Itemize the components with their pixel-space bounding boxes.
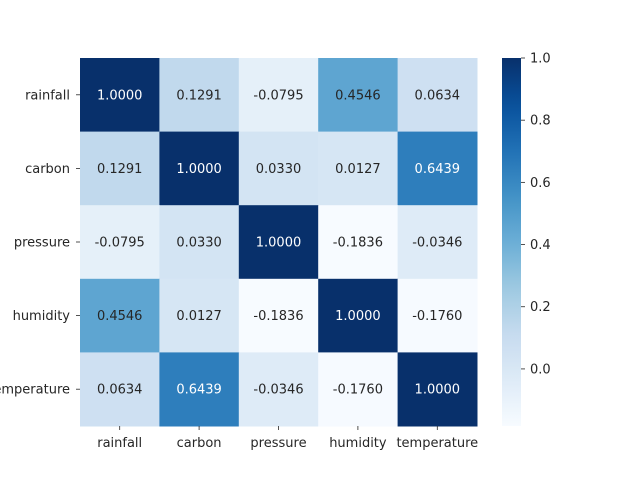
colorbar-tick-label: 0.2 [530, 300, 551, 315]
column-label: pressure [250, 436, 306, 451]
cell-value-label: -0.1836 [333, 236, 383, 251]
cell-value-label: -0.1760 [333, 383, 383, 398]
cell-value-label: 0.6439 [415, 162, 461, 177]
heatmap-cell-2-4 [397, 205, 478, 280]
heatmap-cell-2-3 [318, 205, 399, 280]
column-label: temperature [396, 436, 478, 451]
row-label: carbon [25, 162, 70, 177]
colorbar-tick-label: 1.0 [530, 52, 551, 67]
cell-value-label: 0.4546 [97, 309, 143, 324]
heatmap-cells: 1.0000 0.1291 -0.0795 0.4546 0.0634 0.1291 1.0… [80, 58, 478, 427]
heatmap-cell-2-1 [159, 205, 240, 280]
colorbar-gradient [502, 58, 521, 426]
colorbar-tick-label: 0.4 [530, 238, 551, 253]
heatmap-cell-1-0 [80, 131, 160, 206]
column-label: carbon [177, 436, 222, 451]
cell-value-label: -0.1760 [412, 309, 462, 324]
heatmap-cell-4-3 [318, 352, 399, 427]
cell-value-label: 1.0000 [335, 309, 381, 324]
colorbar-tick-label: 0.0 [530, 362, 551, 377]
cell-value-label: 1.0000 [97, 88, 143, 103]
cell-value-label: 0.0127 [335, 162, 381, 177]
cell-value-label: 0.0330 [176, 236, 222, 251]
heatmap-cell-3-1 [159, 278, 240, 353]
row-tick-labels: rainfall carbon pressure humidity temperatur… [0, 88, 80, 398]
heatmap-cell-4-2 [238, 352, 319, 427]
heatmap-cell-0-1 [159, 58, 240, 133]
column-label: humidity [329, 436, 387, 451]
cell-value-label: 0.4546 [335, 88, 381, 103]
cell-value-label: 0.1291 [97, 162, 143, 177]
cell-value-label: 0.0634 [97, 383, 143, 398]
heatmap-cell-3-4 [397, 278, 478, 353]
row-label: rainfall [25, 88, 70, 103]
heatmap-cell-1-4 [397, 131, 478, 206]
column-label: rainfall [97, 436, 142, 451]
heatmap-cell-1-1 [159, 131, 240, 206]
heatmap-cell-3-2 [238, 278, 319, 353]
heatmap-cell-0-3 [318, 58, 399, 133]
heatmap-cell-1-2 [238, 131, 319, 206]
colorbar: 0.0 0.2 0.4 0.6 0.8 1.0 [502, 52, 551, 426]
heatmap-cell-3-0 [80, 278, 160, 353]
cell-value-label: 0.0330 [256, 162, 302, 177]
heatmap-cell-0-2 [238, 58, 319, 133]
row-label: pressure [14, 236, 70, 251]
heatmap-cell-4-4 [397, 352, 478, 427]
cell-value-label: -0.1836 [253, 309, 303, 324]
column-tick-labels: rainfall carbon pressure humidity temperatur… [97, 426, 478, 451]
cell-value-label: 1.0000 [256, 236, 302, 251]
colorbar-tick-label: 0.6 [530, 176, 551, 191]
cell-value-label: 0.0634 [415, 88, 461, 103]
cell-value-label: 0.0127 [176, 309, 222, 324]
heatmap-cell-1-3 [318, 131, 399, 206]
cell-value-label: 0.1291 [176, 88, 222, 103]
cell-value-label: 0.6439 [176, 383, 222, 398]
cell-value-label: 1.0000 [176, 162, 222, 177]
heatmap-cell-2-2 [238, 205, 319, 280]
cell-value-label: -0.0346 [253, 383, 303, 398]
cell-value-label: -0.0795 [95, 236, 145, 251]
row-label: temperature [0, 383, 70, 398]
colorbar-tick-label: 0.8 [530, 114, 551, 129]
heatmap-cell-0-0 [80, 58, 160, 133]
row-label: humidity [13, 309, 71, 324]
cell-value-label: 1.0000 [415, 383, 461, 398]
heatmap-cell-0-4 [397, 58, 478, 133]
cell-value-label: -0.0346 [412, 236, 462, 251]
heatmap-cell-4-1 [159, 352, 240, 427]
heatmap-cell-3-3 [318, 278, 399, 353]
heatmap-cell-2-0 [80, 205, 160, 280]
heatmap-cell-4-0 [80, 352, 160, 427]
cell-value-label: -0.0795 [253, 88, 303, 103]
